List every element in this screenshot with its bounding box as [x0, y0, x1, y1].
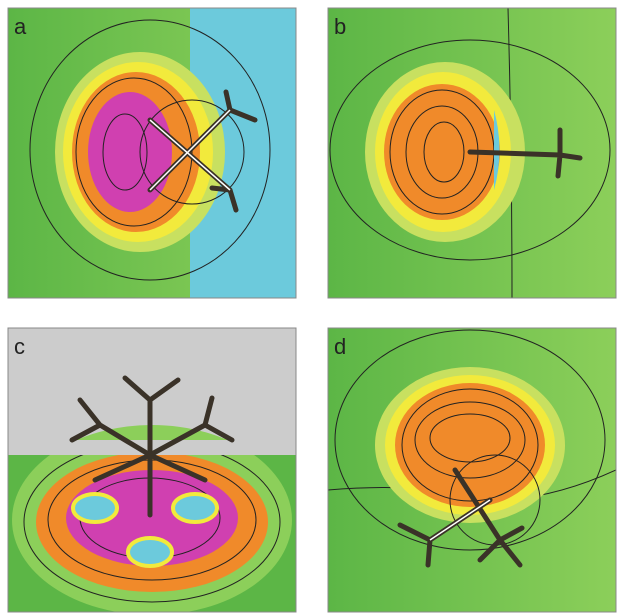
- molecule: [69, 375, 235, 518]
- contour: [29, 19, 271, 281]
- panel-label: b: [334, 14, 346, 39]
- contour-fill: [102, 113, 148, 191]
- frame: [7, 7, 297, 299]
- contour-fill: [414, 401, 526, 479]
- molecule: [452, 467, 525, 568]
- contour-fill: [423, 121, 465, 183]
- molecule: [429, 499, 491, 541]
- contour: [334, 329, 606, 551]
- frame: [327, 7, 617, 299]
- contour-fill: [384, 84, 500, 220]
- frame: [327, 327, 617, 613]
- panel-label: a: [14, 14, 27, 39]
- frame: [7, 327, 297, 613]
- contour-fill: [75, 77, 193, 227]
- molecule: [149, 109, 231, 191]
- cutout: [494, 110, 500, 190]
- panel-a: a: [8, 8, 296, 298]
- panel-label: d: [334, 334, 346, 359]
- contour-fill: [401, 388, 539, 502]
- contour: [329, 39, 611, 261]
- cutout: [139, 99, 245, 205]
- cutout: [126, 536, 174, 568]
- panel-c: c: [8, 328, 296, 612]
- panel-d: d: [328, 328, 616, 612]
- panel-label: c: [14, 334, 25, 359]
- cutout: [171, 492, 219, 524]
- contour-fill: [88, 92, 172, 212]
- panel-b: b: [328, 8, 616, 298]
- molecule: [467, 127, 583, 179]
- contour-fill: [395, 383, 545, 507]
- cutout: [71, 492, 119, 524]
